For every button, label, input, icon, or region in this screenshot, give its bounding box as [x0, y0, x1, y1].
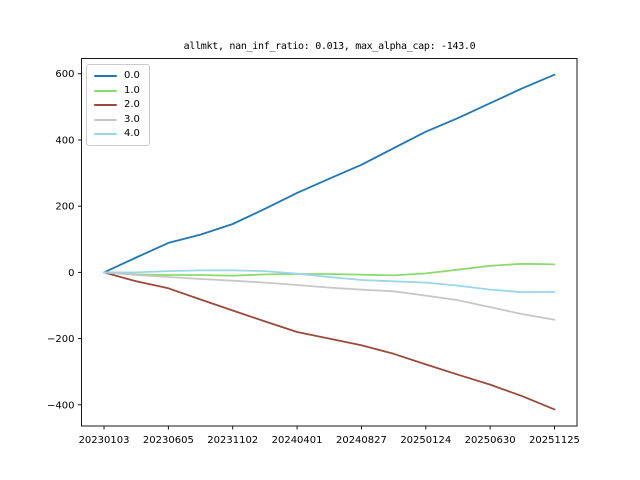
legend-label: 4.0	[124, 128, 140, 140]
legend-label: 0.0	[124, 70, 140, 81]
y-tick-label: −200	[47, 334, 74, 345]
legend-line-swatch	[94, 118, 117, 121]
series-line-0.0	[103, 73, 556, 274]
series-line-4.0	[103, 269, 556, 294]
legend-item-2.0: 2.0	[94, 100, 140, 110]
y-tick-label: 0	[68, 268, 74, 279]
y-tick-label: −400	[47, 400, 74, 411]
x-tick-label: 20240401	[272, 435, 323, 446]
x-tick-label: 20230103	[79, 435, 130, 446]
series-line-2.0	[103, 271, 556, 411]
legend-line-swatch	[94, 89, 117, 92]
y-tick-label: 600	[55, 69, 74, 80]
x-tick-label: 20250124	[400, 435, 451, 446]
legend-label: 3.0	[124, 113, 140, 125]
series-line-3.0	[103, 271, 556, 321]
y-tick-label: 400	[55, 135, 74, 146]
legend-label: 2.0	[124, 99, 140, 111]
chart-title: allmkt, nan_inf_ratio: 0.013, max_alpha_…	[183, 41, 476, 52]
legend-line-swatch	[94, 104, 117, 107]
legend-line-swatch	[94, 75, 117, 77]
legend: 0.0 1.0 2.0 3.0 4.0	[86, 64, 150, 147]
legend-item-3.0: 3.0	[94, 113, 140, 125]
x-tick-label: 20250630	[465, 435, 516, 446]
legend-label: 1.0	[124, 84, 140, 96]
legend-item-4.0: 4.0	[94, 129, 140, 139]
x-tick-label: 20251125	[529, 435, 580, 446]
y-tick-label: 200	[55, 202, 74, 213]
series-line-1.0	[103, 262, 556, 277]
x-tick-label: 20230605	[143, 435, 194, 446]
x-tick-label: 20240827	[336, 435, 387, 446]
legend-item-0.0: 0.0	[94, 71, 140, 81]
axes-box	[81, 58, 578, 427]
x-tick-label: 20231102	[207, 435, 258, 446]
legend-item-1.0: 1.0	[94, 84, 140, 96]
legend-line-swatch	[94, 133, 117, 136]
